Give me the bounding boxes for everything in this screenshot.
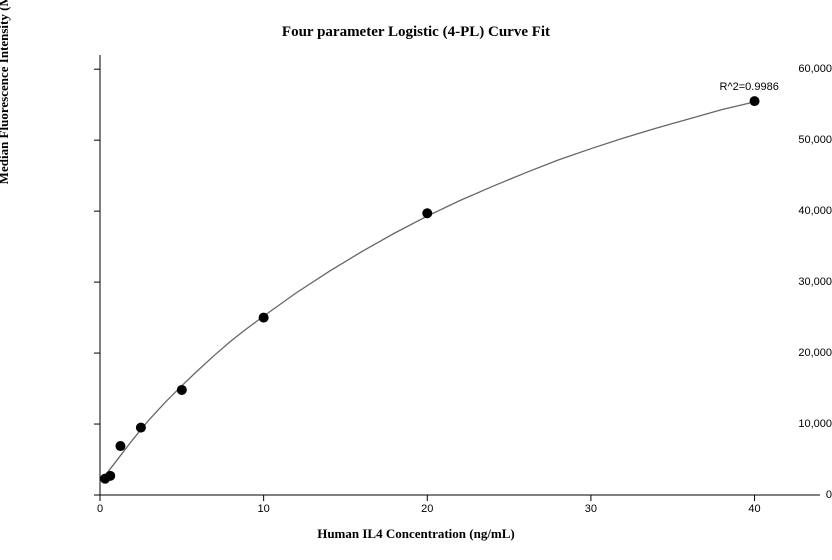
y-tick-label: 50,000 <box>742 134 832 146</box>
y-tick-label: 0 <box>742 489 832 501</box>
x-tick-label: 0 <box>80 503 120 515</box>
data-point <box>136 423 146 433</box>
data-point <box>422 208 432 218</box>
y-tick-label: 30,000 <box>742 276 832 288</box>
chart-container: Four parameter Logistic (4-PL) Curve Fit… <box>0 0 832 560</box>
data-point <box>259 313 269 323</box>
x-tick-label: 40 <box>735 503 775 515</box>
data-point <box>750 96 760 106</box>
x-tick-label: 20 <box>407 503 447 515</box>
x-tick-label: 30 <box>571 503 611 515</box>
data-point <box>105 471 115 481</box>
fitted-curve <box>100 102 755 482</box>
chart-svg <box>0 0 832 560</box>
x-tick-label: 10 <box>244 503 284 515</box>
y-tick-label: 60,000 <box>742 63 832 75</box>
data-point <box>115 441 125 451</box>
data-point <box>177 385 187 395</box>
y-tick-label: 20,000 <box>742 347 832 359</box>
y-tick-label: 40,000 <box>742 205 832 217</box>
y-tick-label: 10,000 <box>742 418 832 430</box>
